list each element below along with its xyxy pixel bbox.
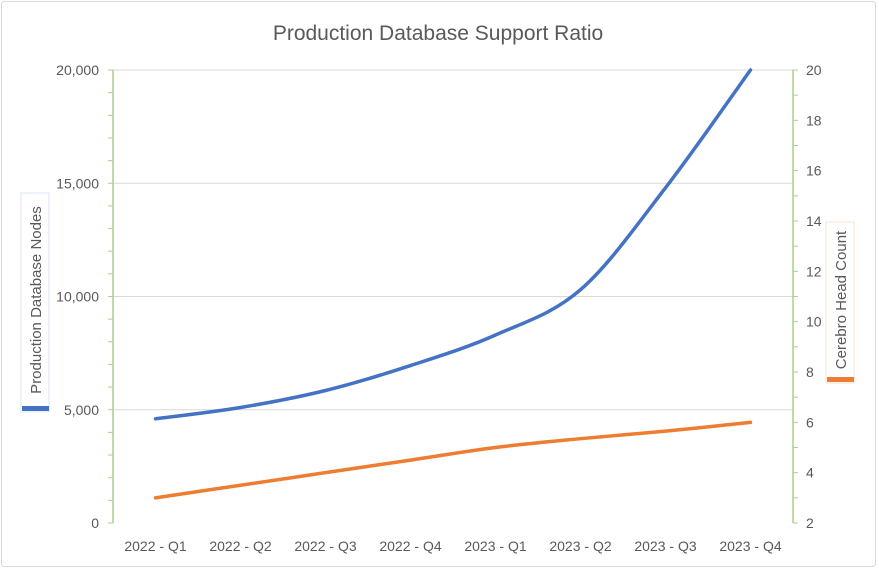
left-axis-title-text: Production Database Nodes [28,206,45,394]
right-tick-label: 4 [806,465,814,481]
right-tick-label: 10 [806,314,822,330]
left-tick-label: 20,000 [56,62,99,78]
series-line-production-database-nodes [153,68,753,421]
right-axis-title-marker [827,377,854,382]
right-tick-label: 14 [806,213,822,229]
left-tick-label: 10,000 [56,289,99,305]
series-line-cerebro-head-count [153,420,753,500]
gridlines [113,69,793,411]
category-label: 2022 - Q1 [124,538,186,554]
right-tick-label: 8 [806,364,814,380]
left-tick-label: 15,000 [56,175,99,191]
right-axis-title: Cerebro Head Count [825,221,855,384]
category-label: 2023 - Q3 [634,538,696,554]
right-axis-title-text: Cerebro Head Count [833,230,850,369]
series-lines [153,68,753,500]
right-tick-label: 20 [806,62,822,78]
left-axis-title-marker [22,406,49,411]
category-label: 2023 - Q4 [719,538,781,554]
category-label: 2023 - Q2 [549,538,611,554]
right-tick-label: 12 [806,263,822,279]
category-label: 2023 - Q1 [464,538,526,554]
left-tick-label: 5,000 [64,402,99,418]
category-label: 2022 - Q2 [209,538,271,554]
right-tick-label: 16 [806,163,822,179]
left-axis-title: Production Database Nodes [20,192,50,413]
right-tick-label: 18 [806,112,822,128]
tick-labels: 0 5,000 10,000 15,000 20,000 2 4 6 8 10 12 14 16 18 20… [56,62,822,554]
chart-title: Production Database Support Ratio [273,22,603,45]
right-tick-label: 2 [806,515,814,531]
right-tick-label: 6 [806,414,814,430]
left-tick-label: 0 [91,515,99,531]
axes [108,69,798,524]
category-label: 2022 - Q3 [294,538,356,554]
category-label: 2022 - Q4 [379,538,441,554]
